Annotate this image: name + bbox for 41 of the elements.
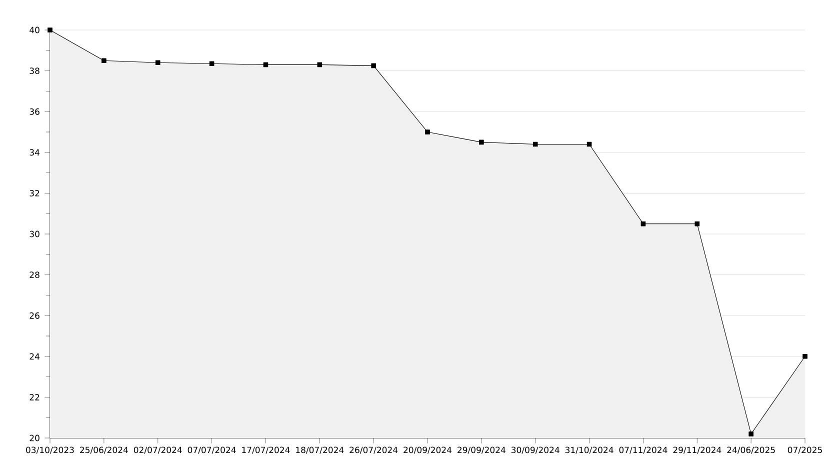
x-tick-label: 29/11/2024 xyxy=(673,446,722,454)
x-tick-label: 25/06/2024 xyxy=(80,446,128,454)
x-tick-label: 17/07/2024 xyxy=(242,446,290,454)
point xyxy=(371,63,376,68)
y-tick-label: 32 xyxy=(30,190,40,196)
point xyxy=(102,58,106,63)
x-tick-label: 02/07/2024 xyxy=(134,446,182,454)
point xyxy=(155,60,160,66)
y-tick-label: 24 xyxy=(30,353,40,360)
y-tick-label: 22 xyxy=(30,394,40,400)
y-tick-label: 28 xyxy=(30,272,40,278)
y-tick-label: 38 xyxy=(30,68,40,74)
x-tick-label: 29/09/2024 xyxy=(458,446,506,454)
x-tick-label: 07/11/2024 xyxy=(619,446,668,454)
x-tick-label: 30/09/2024 xyxy=(512,446,560,454)
point xyxy=(586,142,592,147)
x-tick-label: 20/09/2024 xyxy=(404,446,452,454)
x-tick-label: 24/06/2025 xyxy=(727,446,775,454)
y-tick-label: 40 xyxy=(30,26,40,34)
x-tick-label: 07/2025 xyxy=(788,446,822,454)
x-tick-label: 07/07/2024 xyxy=(188,446,236,454)
y-tick-label: 30 xyxy=(30,230,40,238)
x-tick-label: 03/10/2023 xyxy=(26,446,74,454)
point xyxy=(532,142,538,147)
point xyxy=(317,62,322,68)
point xyxy=(694,221,700,226)
point xyxy=(640,221,646,226)
x-tick-label: 31/10/2024 xyxy=(565,446,614,454)
y-tick-label: 20 xyxy=(30,434,40,442)
point xyxy=(209,61,214,66)
point xyxy=(425,130,430,134)
y-tick-label: 26 xyxy=(30,312,40,319)
point xyxy=(748,432,754,436)
x-tick-label: 26/07/2024 xyxy=(350,446,398,454)
y-tick-label: 34 xyxy=(30,149,40,156)
point xyxy=(479,140,484,145)
point xyxy=(802,354,808,359)
point xyxy=(263,62,268,68)
point xyxy=(48,28,52,32)
y-tick-label: 36 xyxy=(30,108,40,115)
x-tick-label: 18/07/2024 xyxy=(296,446,344,454)
